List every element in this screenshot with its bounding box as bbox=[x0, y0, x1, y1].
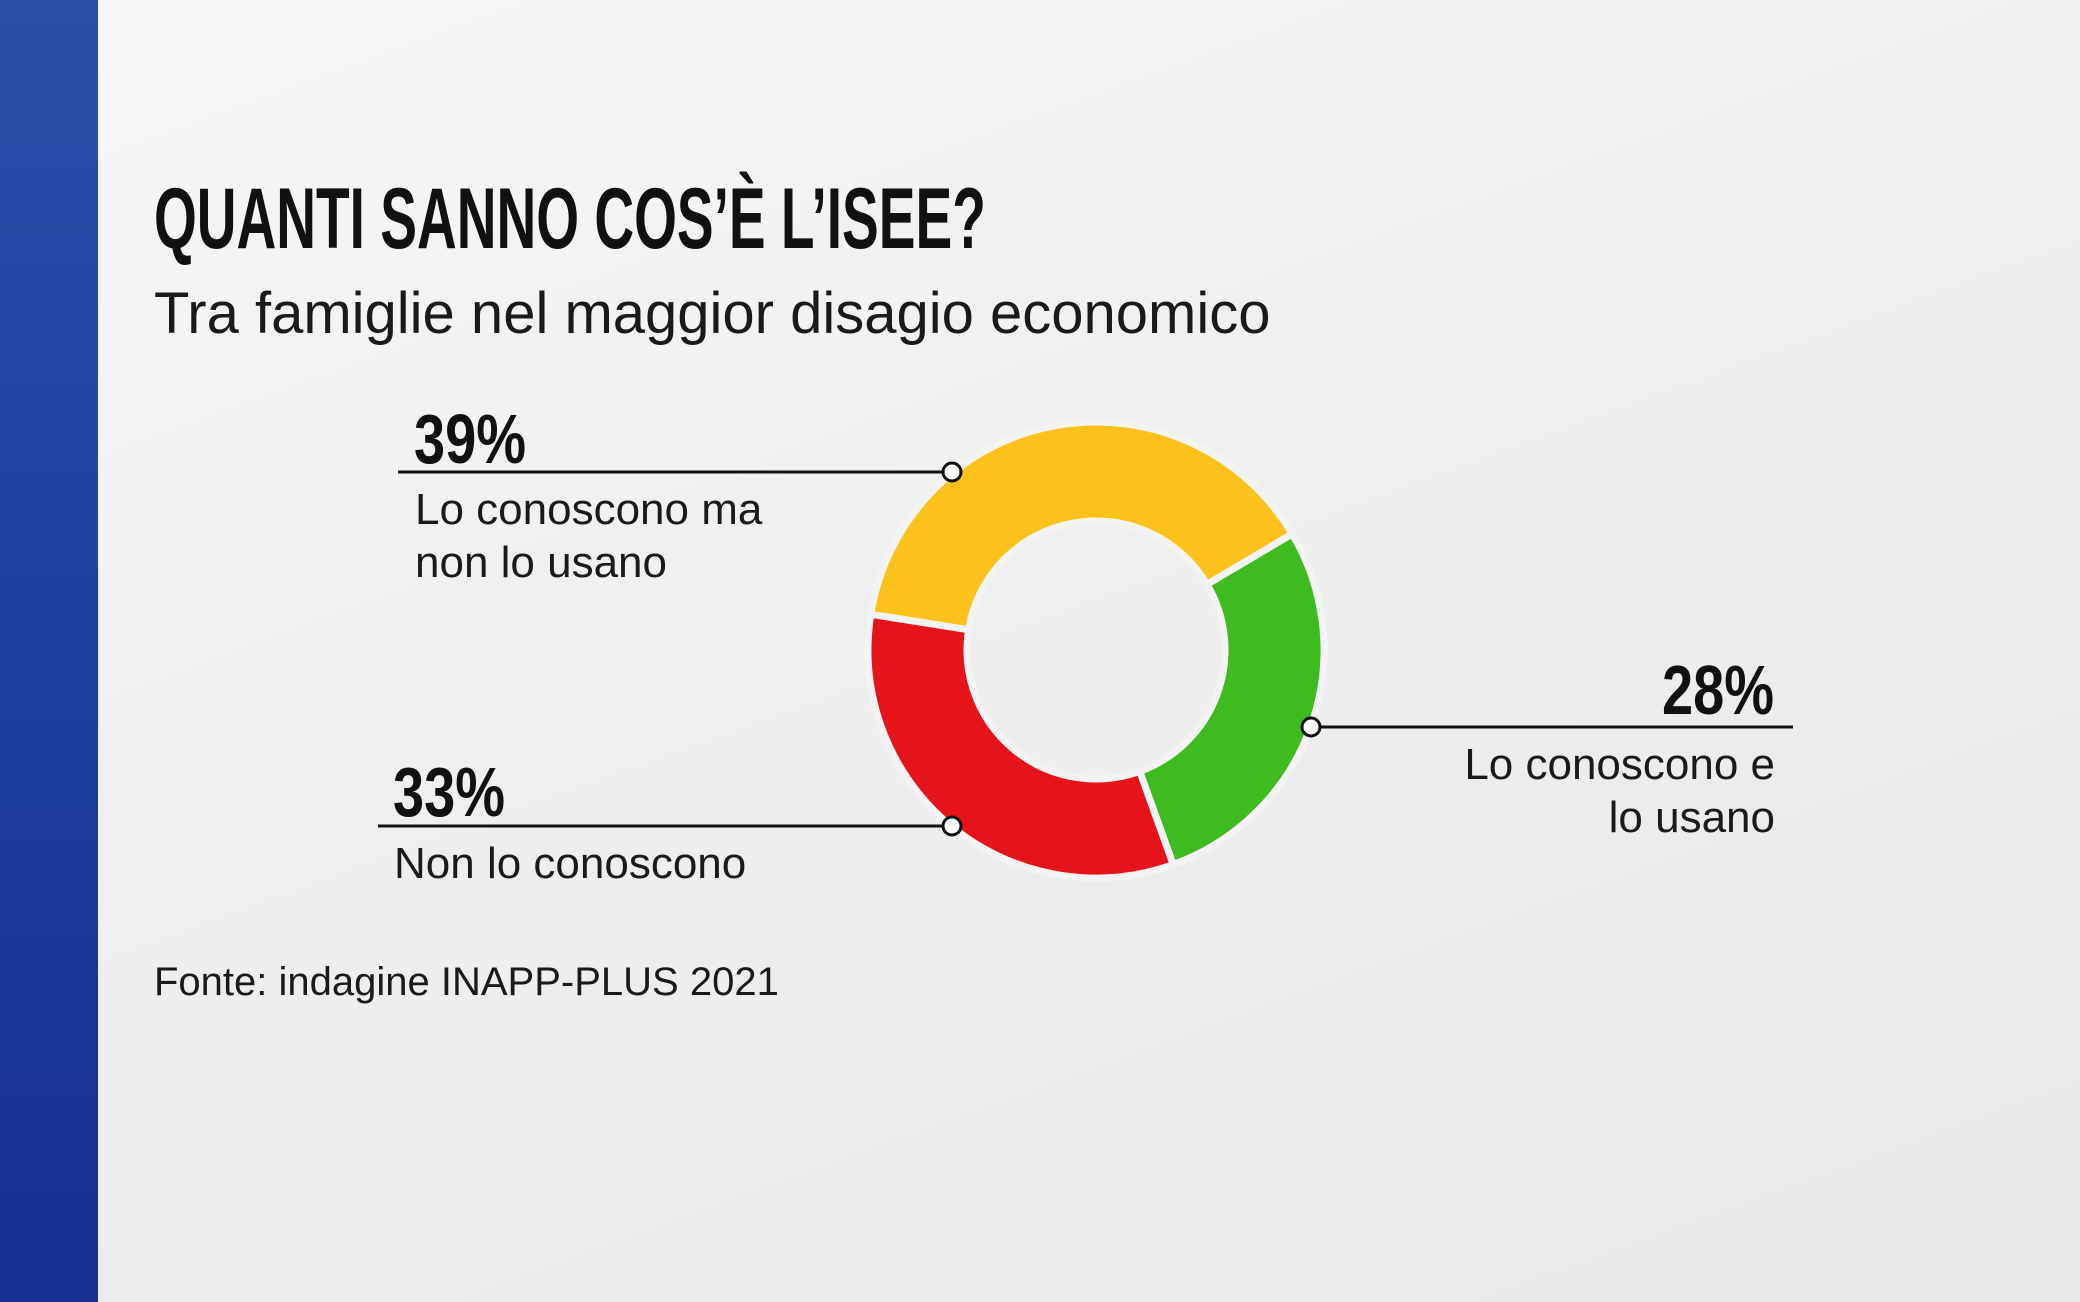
slice-label: Non lo conoscono bbox=[394, 839, 747, 888]
slice-label: Lo conoscono ma non lo usano bbox=[415, 485, 763, 587]
chart-subtitle: Tra famiglie nel maggior disagio economi… bbox=[154, 281, 1271, 346]
donut-slice bbox=[864, 610, 1178, 882]
value-label: 33% bbox=[393, 753, 506, 831]
callout-dot bbox=[1300, 716, 1322, 738]
donut-slice bbox=[1135, 529, 1328, 870]
source-note: Fonte: indagine INAPP-PLUS 2021 bbox=[154, 960, 779, 1004]
value-label: 39% bbox=[414, 400, 527, 478]
callout-dot bbox=[941, 461, 963, 483]
side-strip bbox=[0, 0, 98, 1302]
slice-label: Lo conoscono e lo usano bbox=[1464, 740, 1775, 842]
chart-title: QUANTI SANNO COS’È L’ISEE? bbox=[154, 171, 986, 267]
callout-dot bbox=[941, 815, 963, 837]
value-label: 28% bbox=[1661, 651, 1774, 729]
